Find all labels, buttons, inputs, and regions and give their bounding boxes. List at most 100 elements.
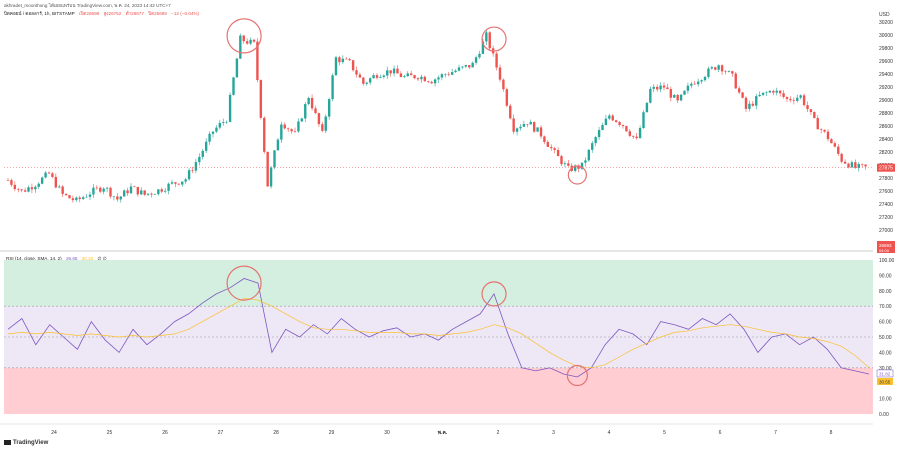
candle-body [847, 163, 850, 168]
candle-body [27, 187, 30, 192]
candle-body [621, 124, 625, 127]
candle-body [47, 172, 51, 174]
time-tick-label: 25 [107, 430, 113, 436]
candle-body [536, 127, 539, 132]
candle-body [594, 137, 597, 144]
candle-body [51, 173, 54, 177]
candle-body [522, 124, 526, 127]
candle-body [457, 67, 461, 71]
candle-body [338, 57, 341, 63]
candle-body [488, 32, 491, 49]
symbol-line[interactable]: บิตคอยน์ / ดอลลาร์, 1h, BITSTAMP [4, 11, 75, 16]
candle-body [782, 93, 785, 97]
candle-body [286, 128, 290, 130]
candle-body [635, 136, 638, 139]
candle-body [187, 170, 191, 180]
candle-body [112, 196, 116, 198]
currency-label: USD [879, 12, 890, 18]
rsi-peak-circle-2 [481, 281, 507, 307]
candle-body [119, 196, 122, 200]
candle-body [181, 181, 184, 185]
price-pane[interactable] [4, 18, 873, 203]
candle-body [68, 195, 71, 199]
rsi-low-circle [566, 364, 588, 387]
candle-body [99, 187, 102, 192]
price-tick-label: 27000 [879, 228, 893, 234]
rsi-axis[interactable]: 100.00 90.00 80.00 70.00 60.00 50.00 40.00 30.0… [876, 258, 895, 418]
candle-body [167, 183, 170, 191]
candle-body [266, 151, 269, 187]
candle-body [423, 76, 427, 82]
candle-body [150, 193, 153, 195]
candle-body [693, 83, 696, 85]
watermark: akhradet_moonthong ได้เผยแพร่บน TradingV… [4, 3, 171, 8]
rsi-sma-line [7, 298, 870, 369]
candle-body [304, 104, 307, 119]
candle-body [10, 180, 13, 185]
candle-body [785, 96, 789, 99]
ohlc-change: −12 (−0.04%) [171, 11, 200, 16]
candle-body [799, 95, 802, 98]
candle-body [778, 90, 782, 94]
candle-body [638, 127, 642, 139]
candle-body [37, 183, 40, 187]
rsi-label[interactable]: RSI (14, close, SMA, 14, 2) [6, 256, 62, 261]
candle-body [242, 35, 245, 42]
time-tick-label: 30 [384, 430, 390, 436]
candle-body [632, 135, 635, 137]
time-tick-label: 5 [663, 430, 666, 436]
price-axis[interactable]: 30200 30000 29800 29600 29400 29200 29000 28800… [877, 12, 895, 253]
candle-body [464, 65, 468, 67]
candle-body [601, 124, 604, 131]
rsi-tick-label: 60.00 [879, 320, 892, 326]
rsi-tick-label: 40.00 [879, 350, 892, 356]
price-tick-label: 28400 [879, 137, 893, 143]
candle-body [153, 194, 157, 195]
candle-body [88, 194, 92, 197]
candle-body [485, 32, 488, 42]
candle-body [444, 74, 447, 75]
candle-body [450, 72, 454, 75]
candle-body [724, 71, 727, 73]
candle-body [642, 112, 645, 128]
candle-body [184, 179, 187, 182]
candle-body [751, 103, 755, 106]
candle-body [833, 143, 837, 147]
candle-body [679, 94, 683, 101]
candle-body [604, 118, 608, 125]
rsi-pane[interactable] [0, 250, 873, 414]
candle-body [737, 88, 741, 93]
candle-body [174, 182, 177, 184]
candle-body [256, 41, 259, 81]
low-circle [567, 165, 587, 185]
candle-body [71, 198, 75, 201]
candle-body [563, 163, 567, 165]
candle-body [696, 81, 700, 85]
candle-body [362, 77, 365, 84]
candle-body [625, 126, 628, 132]
candle-body [307, 97, 310, 105]
candle-body [23, 190, 27, 192]
candle-body [399, 73, 403, 78]
candle-body [440, 74, 444, 78]
candle-body [126, 190, 129, 194]
price-tick-label: 28200 [879, 150, 893, 156]
candle-body [194, 162, 198, 171]
candle-body [61, 186, 64, 194]
tradingview-logo[interactable]: TradingView [4, 440, 48, 446]
candle-body [406, 73, 409, 77]
candle-body [392, 68, 396, 74]
time-axis[interactable]: 24 25 26 27 28 29 30 พ.ค. 2 3 4 5 6 7 8 [0, 423, 873, 436]
candle-body [727, 71, 731, 72]
tradingview-mark-icon [4, 440, 11, 445]
tradingview-text: TradingView [13, 440, 49, 447]
candle-body [539, 127, 543, 137]
candle-body [433, 79, 437, 84]
candle-body [44, 172, 47, 178]
candle-body [228, 94, 232, 122]
candle-body [78, 197, 81, 200]
candle-body [655, 86, 659, 90]
candle-body [468, 65, 471, 68]
rsi-last-badge [876, 369, 894, 378]
